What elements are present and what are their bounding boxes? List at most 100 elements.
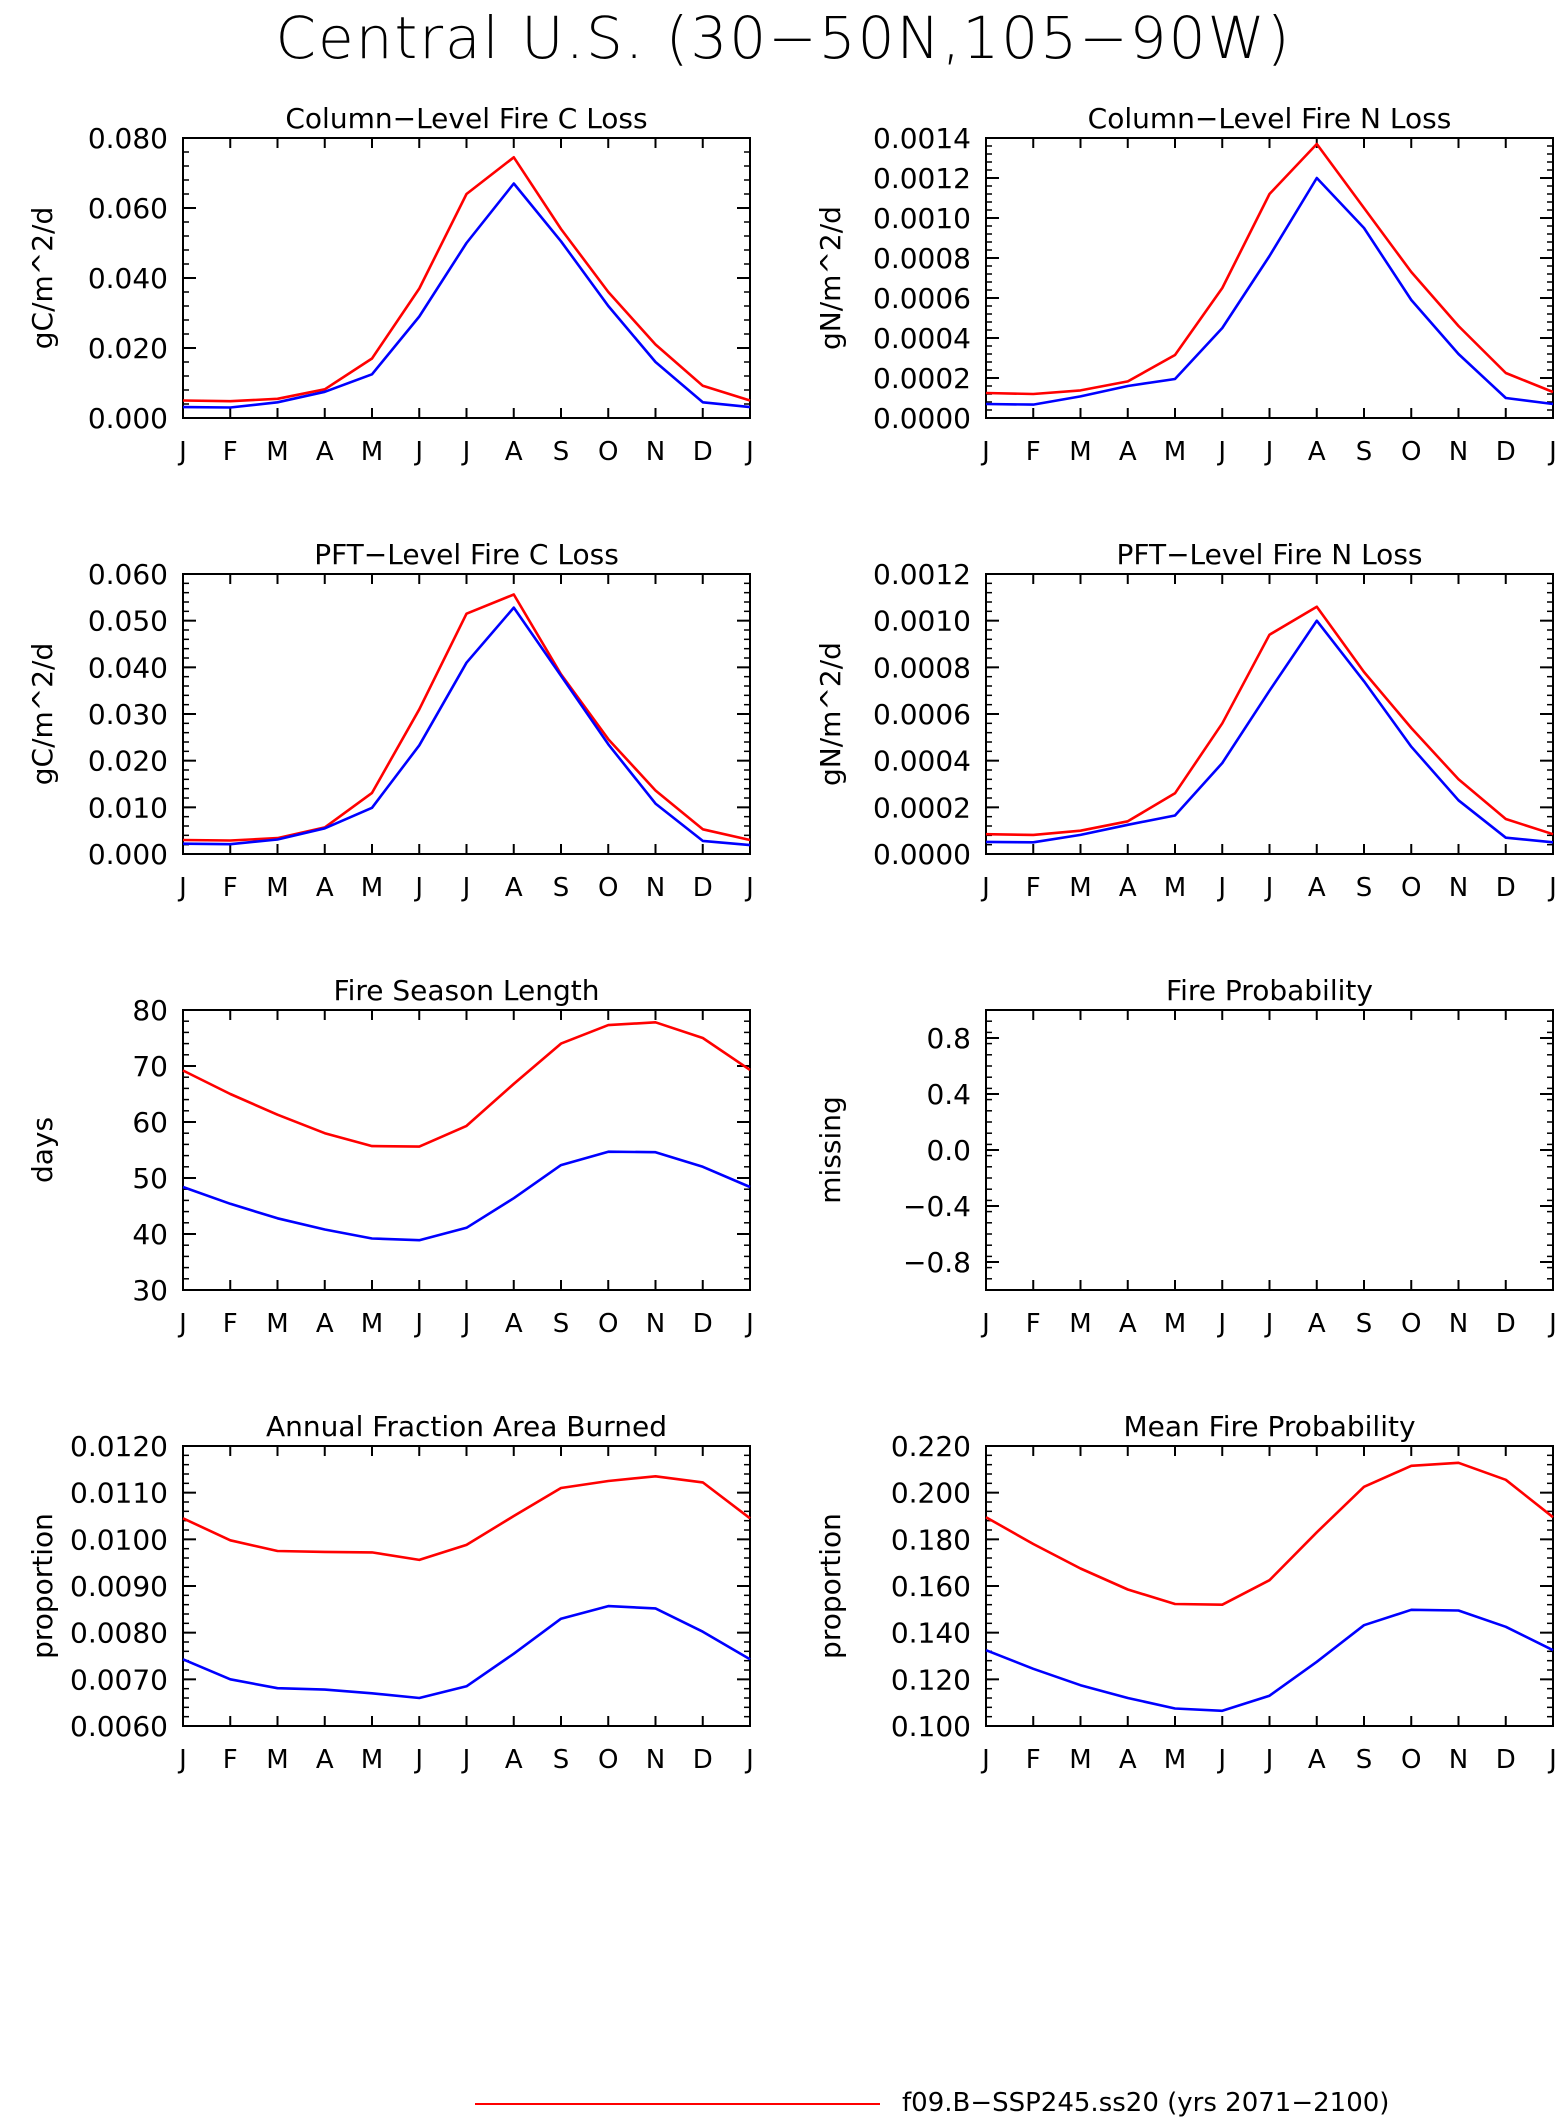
chart-panel-4: J F M A M J J A S O N D J0.00000.00020.00040.00060.0… <box>814 538 1557 903</box>
x-tick-label: A <box>1119 1745 1137 1775</box>
y-tick-label: 0.020 <box>88 745 168 778</box>
x-tick-label: S <box>553 1309 570 1339</box>
x-tick-label: A <box>505 873 523 903</box>
y-tick-label: 0.040 <box>88 262 168 295</box>
x-tick-label: N <box>1449 873 1468 903</box>
y-tick-label: 0.0100 <box>70 1523 168 1556</box>
y-axis-label: gN/m^2/d <box>814 206 847 350</box>
x-tick-label: A <box>505 1745 523 1775</box>
y-tick-label: 40 <box>132 1218 168 1251</box>
x-tick-label: A <box>1308 873 1326 903</box>
plot-frame <box>182 1009 751 1291</box>
x-tick-label: J <box>1216 873 1226 903</box>
x-tick-label: J <box>980 1309 990 1339</box>
y-tick-label: 0.010 <box>88 791 168 824</box>
y-tick-label: 0.0080 <box>70 1617 168 1650</box>
legend-line-red <box>475 2103 880 2105</box>
y-tick-label: 0.0110 <box>70 1477 168 1510</box>
y-axis-label: gN/m^2/d <box>814 642 847 786</box>
chart-title: Fire Season Length <box>334 974 600 1007</box>
legend: f09.B−SSP245.ss20 (yrs 2071−2100) <box>475 2088 1555 2118</box>
x-tick-label: J <box>461 437 471 467</box>
y-tick-label: 0.0004 <box>873 322 971 355</box>
x-tick-label: F <box>223 1745 238 1775</box>
x-tick-label: S <box>1356 1309 1373 1339</box>
x-tick-label: M <box>1069 1309 1091 1339</box>
series-line-red <box>182 1020 751 1148</box>
series-line-blue <box>182 1150 751 1242</box>
chart-title: Annual Fraction Area Burned <box>266 1410 667 1443</box>
x-tick-label: N <box>1449 437 1468 467</box>
x-tick-label: A <box>316 873 334 903</box>
x-tick-label: M <box>266 1309 288 1339</box>
chart-title: Mean Fire Probability <box>1123 1410 1415 1443</box>
x-tick-label: M <box>266 437 288 467</box>
x-tick-label: A <box>1119 437 1137 467</box>
x-tick-label: M <box>1164 1745 1186 1775</box>
x-tick-label: J <box>1547 437 1557 467</box>
y-tick-label: 0.0120 <box>70 1430 168 1463</box>
x-tick-label: M <box>1069 1745 1091 1775</box>
x-tick-label: J <box>177 437 187 467</box>
y-tick-label: −0.4 <box>903 1190 971 1223</box>
x-tick-label: O <box>598 873 618 903</box>
y-tick-label: 0.0012 <box>873 558 971 591</box>
x-tick-label: F <box>1026 873 1041 903</box>
x-tick-label: D <box>1496 1745 1516 1775</box>
y-axis-label: missing <box>814 1096 847 1204</box>
series-line-red <box>182 1475 751 1562</box>
x-tick-label: O <box>598 1309 618 1339</box>
x-tick-label: A <box>1119 873 1137 903</box>
x-tick-label: A <box>1308 437 1326 467</box>
x-tick-label: A <box>505 1309 523 1339</box>
y-tick-label: 0.0002 <box>873 362 971 395</box>
y-tick-label: 0.140 <box>891 1617 971 1650</box>
x-tick-label: A <box>316 1309 334 1339</box>
x-tick-label: M <box>361 437 383 467</box>
y-axis-label: proportion <box>26 1513 59 1659</box>
y-tick-label: 0.020 <box>88 332 168 365</box>
y-tick-label: 0.060 <box>88 558 168 591</box>
y-tick-label: 0.0004 <box>873 745 971 778</box>
x-tick-label: O <box>1401 1309 1421 1339</box>
x-tick-label: D <box>693 1745 713 1775</box>
y-tick-label: 0.0060 <box>70 1710 168 1743</box>
x-tick-label: S <box>1356 1745 1373 1775</box>
x-tick-label: J <box>1547 1309 1557 1339</box>
plot-frame <box>985 1445 1554 1727</box>
y-tick-label: 0.0000 <box>873 402 971 435</box>
chart-title: Column−Level Fire N Loss <box>1088 102 1452 135</box>
x-tick-label: D <box>693 1309 713 1339</box>
x-tick-label: J <box>1547 1745 1557 1775</box>
chart-panel-3: J F M A M J J A S O N D J0.0000.0100.0200.0300.0400.… <box>26 538 754 903</box>
x-tick-label: S <box>553 437 570 467</box>
x-tick-label: D <box>1496 437 1516 467</box>
x-tick-label: N <box>646 437 665 467</box>
y-axis-label: days <box>26 1117 59 1183</box>
y-tick-label: 80 <box>132 994 168 1027</box>
x-tick-label: M <box>266 1745 288 1775</box>
x-tick-label: A <box>1308 1745 1326 1775</box>
x-tick-label: J <box>413 437 423 467</box>
y-tick-label: 0.8 <box>926 1022 971 1055</box>
x-tick-label: M <box>1164 437 1186 467</box>
y-tick-label: 0.080 <box>88 122 168 155</box>
x-tick-label: D <box>693 873 713 903</box>
series-line-red <box>182 593 751 842</box>
y-tick-label: 0.040 <box>88 651 168 684</box>
x-tick-label: F <box>223 437 238 467</box>
y-axis-label: proportion <box>814 1513 847 1659</box>
y-tick-label: 0.0006 <box>873 698 971 731</box>
x-tick-label: D <box>1496 873 1516 903</box>
x-tick-label: J <box>413 873 423 903</box>
plot-frame <box>182 137 751 419</box>
x-tick-label: O <box>1401 1745 1421 1775</box>
plot-frame <box>985 1009 1554 1291</box>
y-tick-label: 0.0006 <box>873 282 971 315</box>
y-tick-label: 0.0002 <box>873 791 971 824</box>
x-tick-label: A <box>1119 1309 1137 1339</box>
y-tick-label: 0.030 <box>88 698 168 731</box>
y-tick-label: 0.160 <box>891 1570 971 1603</box>
